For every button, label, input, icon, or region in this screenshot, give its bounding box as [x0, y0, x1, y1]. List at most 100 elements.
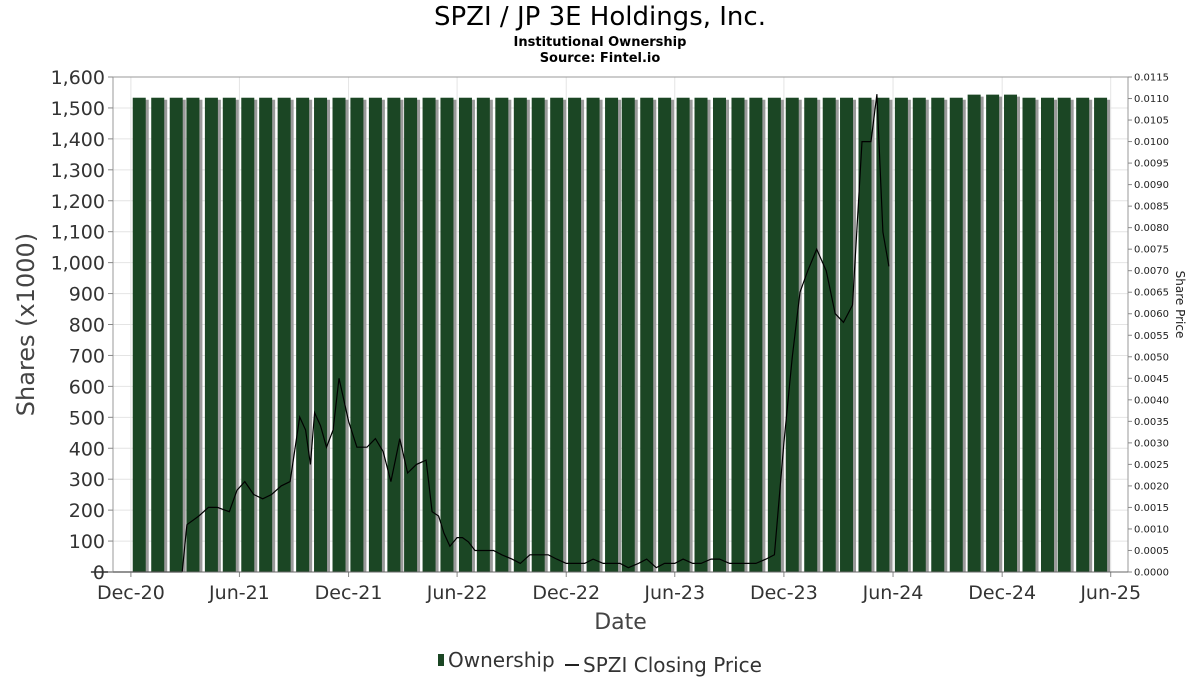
- y-tick-label: 1,500: [51, 98, 105, 120]
- y-tick-label: 1,100: [51, 222, 105, 244]
- bar: [605, 97, 619, 573]
- bar: [458, 97, 472, 573]
- bar: [404, 97, 418, 573]
- y-axis-right: 0.0000 0.0005 0.0010 0.0015 0.0020 0.0025 0.00…: [1128, 73, 1169, 579]
- x-tick-label: Jun-24: [862, 582, 924, 604]
- y2-tick-label: 0.0060: [1134, 309, 1169, 320]
- y2-tick-label: 0.0095: [1134, 159, 1169, 170]
- x-tick-label: Jun-22: [426, 582, 488, 604]
- bar: [785, 97, 799, 573]
- bar: [949, 97, 963, 573]
- bar: [804, 97, 818, 573]
- x-tick-label: Jun-21: [208, 582, 270, 604]
- x-tick-label: Jun-23: [643, 582, 705, 604]
- bar: [840, 97, 854, 573]
- y2-tick-label: 0.0100: [1134, 137, 1169, 148]
- bar: [749, 97, 763, 573]
- bar: [986, 94, 1000, 573]
- y2-axis-label: Share Price: [1173, 271, 1187, 339]
- bar: [967, 94, 981, 573]
- bar: [1022, 97, 1036, 573]
- y2-tick-label: 0.0115: [1134, 73, 1169, 84]
- bar: [1057, 97, 1071, 573]
- y-tick-label: 0: [93, 562, 105, 584]
- y2-tick-label: 0.0090: [1134, 180, 1169, 191]
- bar: [259, 97, 273, 573]
- bar: [186, 97, 200, 573]
- y2-tick-label: 0.0105: [1134, 116, 1169, 127]
- x-tick-label: Dec-24: [968, 582, 1036, 604]
- bar: [550, 97, 564, 573]
- bar: [277, 97, 291, 573]
- bar: [241, 97, 255, 573]
- bar: [621, 97, 635, 573]
- y-tick-label: 1,000: [51, 253, 105, 275]
- chart-source: Source: Fintel.io: [539, 51, 661, 66]
- x-tick-label: Jun-25: [1079, 582, 1141, 604]
- y-tick-label: 500: [69, 407, 105, 429]
- bar: [1040, 97, 1054, 573]
- bar: [204, 97, 218, 573]
- y-tick-label: 1,600: [51, 67, 105, 89]
- legend-price-label: SPZI Closing Price: [583, 653, 762, 677]
- bar: [658, 97, 672, 573]
- y2-tick-label: 0.0020: [1134, 481, 1169, 492]
- x-tick-label: Dec-23: [750, 582, 818, 604]
- bar: [731, 97, 745, 573]
- y2-tick-label: 0.0040: [1134, 395, 1169, 406]
- bar: [151, 97, 165, 573]
- y-tick-label: 700: [69, 345, 105, 367]
- bar: [822, 97, 836, 573]
- bar: [1076, 97, 1090, 573]
- y2-tick-label: 0.0005: [1134, 546, 1169, 557]
- bar: [222, 97, 236, 573]
- y-axis-label: Shares (x1000): [12, 233, 40, 416]
- bar: [495, 97, 509, 573]
- bar: [169, 97, 183, 573]
- x-axis: Dec-20 Jun-21 Dec-21 Jun-22 Dec-22 Jun-23 Dec-…: [97, 571, 1141, 604]
- y-axis-left: 0 100 200 300 400 500 600 700 800 900 1,000 1,100 1,…: [51, 67, 113, 584]
- bar: [332, 97, 346, 573]
- bar: [767, 97, 781, 573]
- bar: [387, 97, 401, 573]
- y2-tick-label: 0.0070: [1134, 266, 1169, 277]
- x-tick-label: Dec-21: [315, 582, 383, 604]
- y2-tick-label: 0.0015: [1134, 503, 1169, 514]
- bar: [676, 97, 690, 573]
- bar: [513, 97, 527, 573]
- legend-item-price: SPZI Closing Price: [565, 653, 762, 677]
- bar: [894, 97, 908, 573]
- bar: [422, 97, 436, 573]
- bar: [350, 97, 364, 573]
- bar: [1094, 97, 1108, 573]
- bar: [1004, 94, 1018, 573]
- bar: [876, 97, 890, 573]
- bar: [531, 97, 545, 573]
- price-swatch: [565, 664, 580, 666]
- bar: [296, 97, 310, 573]
- price-line: [181, 94, 890, 573]
- bar: [476, 97, 490, 573]
- bar: [640, 97, 654, 573]
- y-tick-label: 1,400: [51, 129, 105, 151]
- x-tick-label: Dec-22: [532, 582, 600, 604]
- bar: [912, 97, 926, 573]
- y-tick-label: 100: [69, 531, 105, 553]
- y-tick-label: 600: [69, 376, 105, 398]
- bar: [440, 97, 454, 573]
- bar: [568, 97, 582, 573]
- bar: [694, 97, 708, 573]
- legend: Ownership SPZI Closing Price: [0, 647, 1200, 677]
- y-tick-label: 900: [69, 284, 105, 306]
- y-tick-label: 1,200: [51, 191, 105, 213]
- chart-subtitle: Institutional Ownership: [513, 35, 687, 50]
- y-tick-label: 300: [69, 469, 105, 491]
- y2-tick-label: 0.0030: [1134, 438, 1169, 449]
- bar: [712, 97, 726, 573]
- y2-tick-label: 0.0085: [1134, 202, 1169, 213]
- ownership-swatch: [438, 654, 444, 666]
- y2-tick-label: 0.0025: [1134, 460, 1169, 471]
- y2-tick-label: 0.0055: [1134, 331, 1169, 342]
- bar: [931, 97, 945, 573]
